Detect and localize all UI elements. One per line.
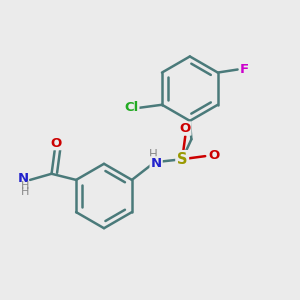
Text: F: F <box>240 63 249 76</box>
Text: O: O <box>180 122 191 135</box>
Text: N: N <box>18 172 29 185</box>
Text: H: H <box>21 181 29 191</box>
Text: N: N <box>151 157 162 170</box>
Text: S: S <box>177 152 188 167</box>
Text: Cl: Cl <box>124 101 138 114</box>
Text: O: O <box>50 136 62 150</box>
Text: H: H <box>21 187 29 197</box>
Text: H: H <box>149 148 158 161</box>
Text: O: O <box>208 149 219 162</box>
